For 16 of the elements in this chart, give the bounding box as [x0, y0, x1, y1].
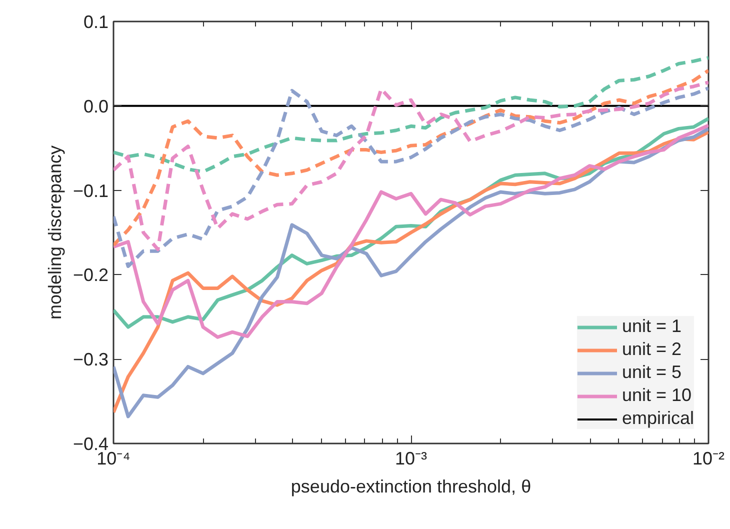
y-tick-label: −0.1 — [72, 180, 109, 201]
y-tick-label: −0.3 — [72, 350, 109, 370]
x-axis-title: pseudo-extinction threshold, θ — [290, 476, 532, 496]
y-tick-label: 0.1 — [83, 12, 109, 32]
y-axis-title: modeling discrepancy — [44, 145, 65, 320]
legend-label: empirical — [622, 408, 694, 429]
x-tick-label: 10⁻³ — [394, 448, 428, 468]
line-series — [114, 56, 708, 174]
legend-label: unit = 2 — [622, 339, 682, 360]
y-tick-label: −0.2 — [72, 265, 109, 286]
x-tick-label: 10⁻² — [692, 448, 725, 468]
x-tick-label: 10⁻⁴ — [96, 448, 130, 468]
legend-label: unit = 10 — [622, 385, 692, 406]
legend-label: unit = 5 — [622, 362, 682, 383]
legend-label: unit = 1 — [622, 316, 682, 337]
y-tick-label: 0.0 — [83, 96, 109, 116]
